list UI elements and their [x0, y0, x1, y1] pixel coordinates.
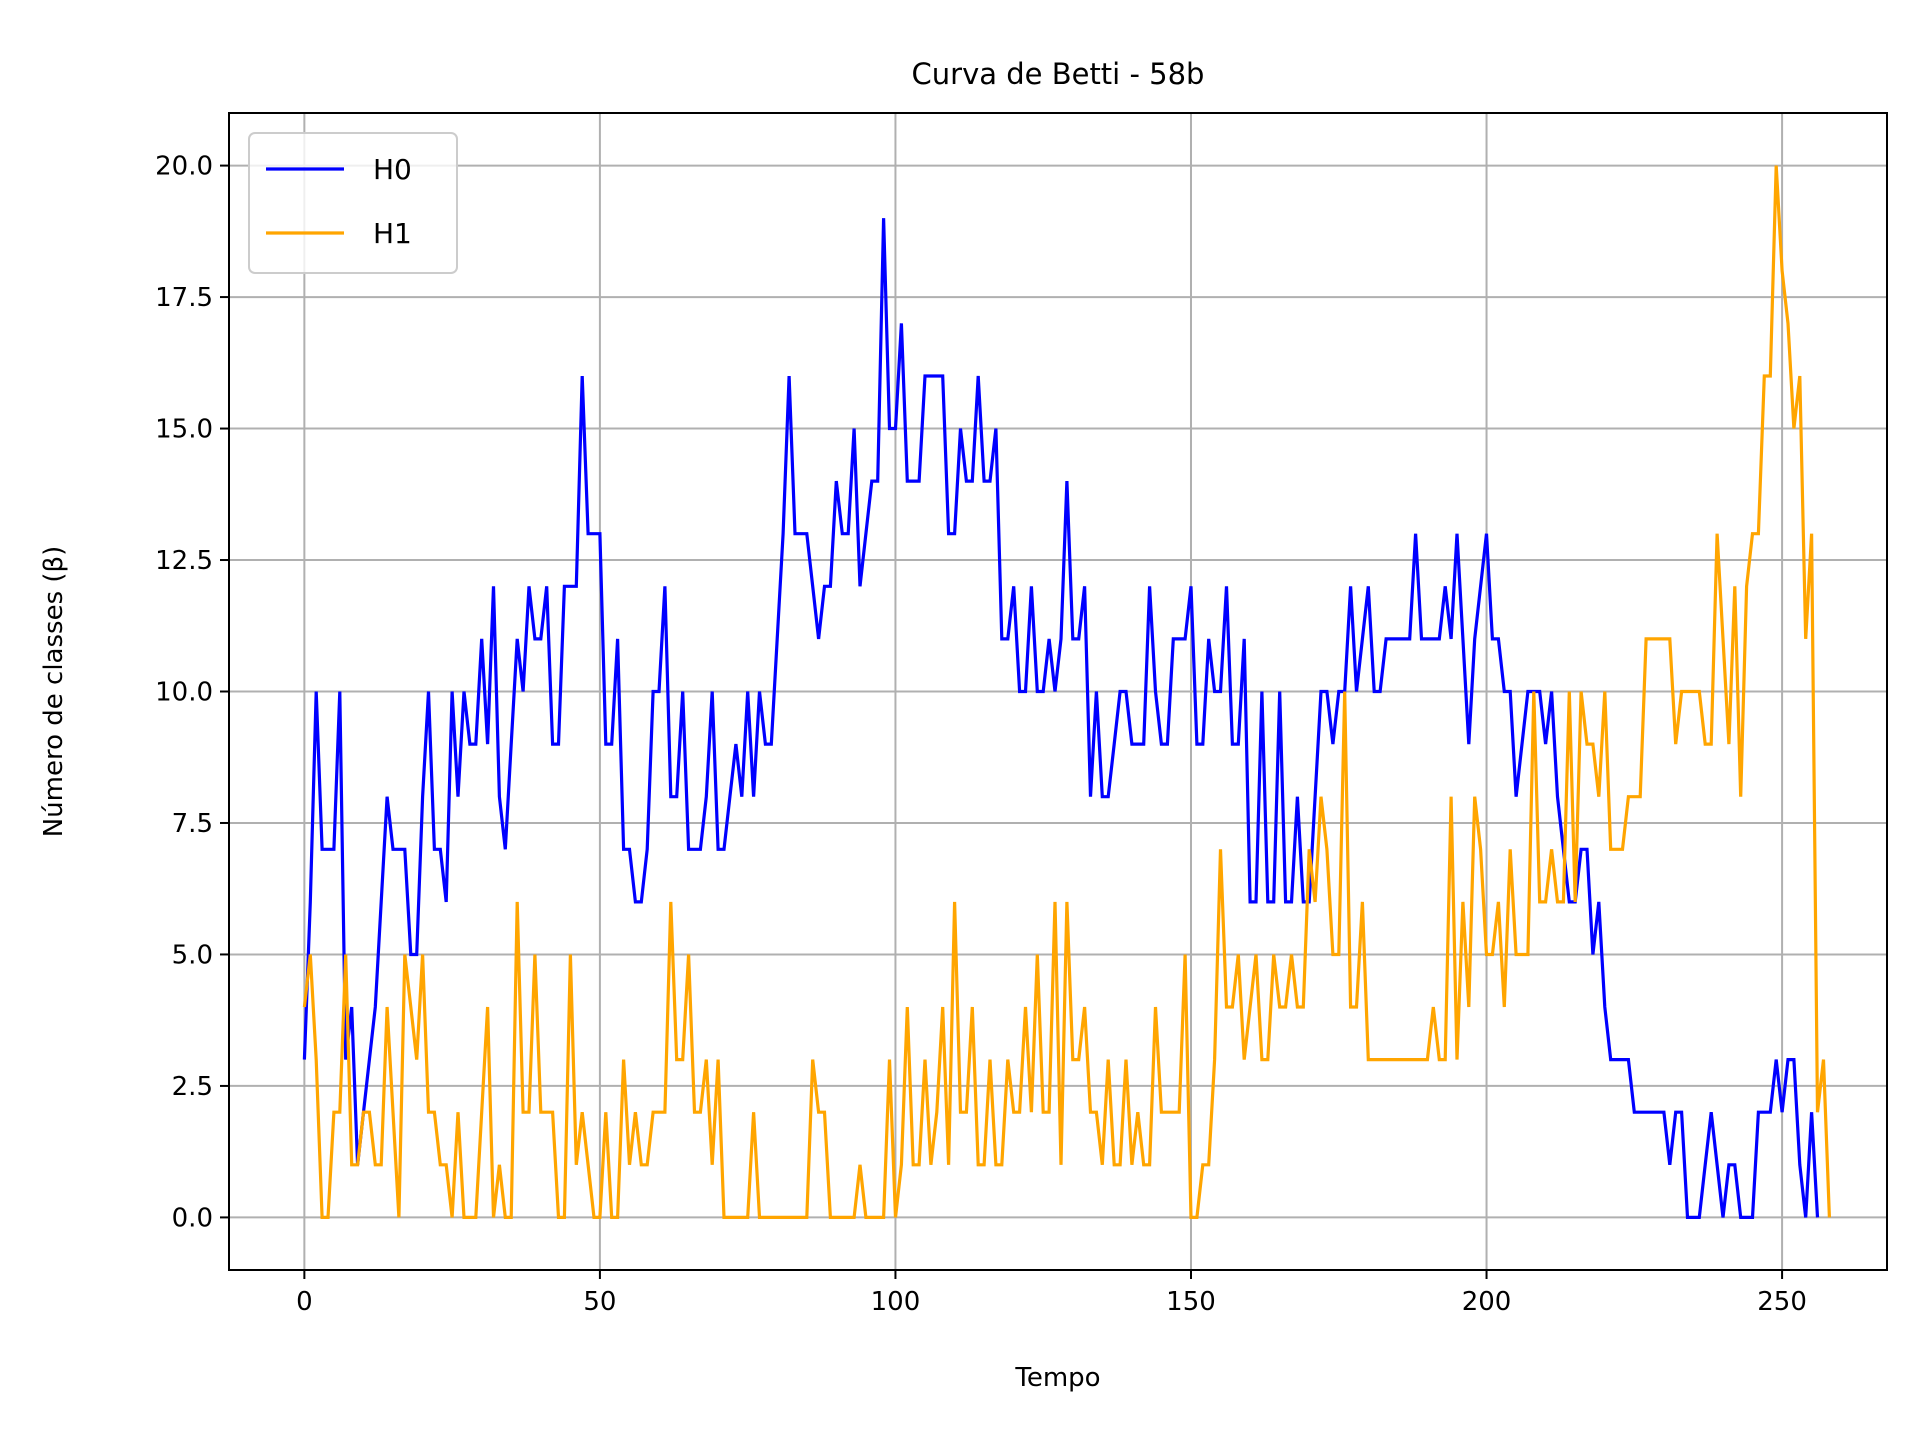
- y-tick-label: 12.5: [155, 546, 213, 576]
- x-tick-label: 200: [1462, 1287, 1512, 1317]
- x-tick-label: 100: [871, 1287, 921, 1317]
- y-tick-label: 17.5: [155, 283, 213, 313]
- y-tick-label: 5.0: [172, 940, 213, 970]
- x-tick-label: 0: [296, 1287, 313, 1317]
- series-line-h1: [302, 165, 1831, 1220]
- y-tick-label: 2.5: [172, 1072, 213, 1102]
- y-tick-label: 7.5: [172, 809, 213, 839]
- chart-title: Curva de Betti - 58b: [912, 57, 1205, 91]
- legend-label-h1: H1: [373, 217, 412, 250]
- y-tick-label: 20.0: [155, 152, 213, 182]
- y-axis-label: Número de classes (β): [39, 546, 69, 838]
- legend-label-h0: H0: [373, 153, 412, 186]
- x-axis-label: Tempo: [1014, 1363, 1100, 1393]
- x-tick-label: 250: [1757, 1287, 1807, 1317]
- y-tick-label: 10.0: [155, 678, 213, 708]
- x-tick-label: 150: [1166, 1287, 1216, 1317]
- x-tick-label: 50: [583, 1287, 616, 1317]
- legend-box: [248, 132, 458, 274]
- series-layer: [302, 165, 1831, 1220]
- y-tick-label: 15.0: [155, 415, 213, 445]
- tick-layer: 0 50 100 150 200 250 0.0 2.5 5.0 7.5 10.0 12.5 15.0 1…: [155, 152, 1807, 1317]
- legend: H0 H1: [248, 132, 458, 274]
- y-tick-label: 0.0: [172, 1203, 213, 1233]
